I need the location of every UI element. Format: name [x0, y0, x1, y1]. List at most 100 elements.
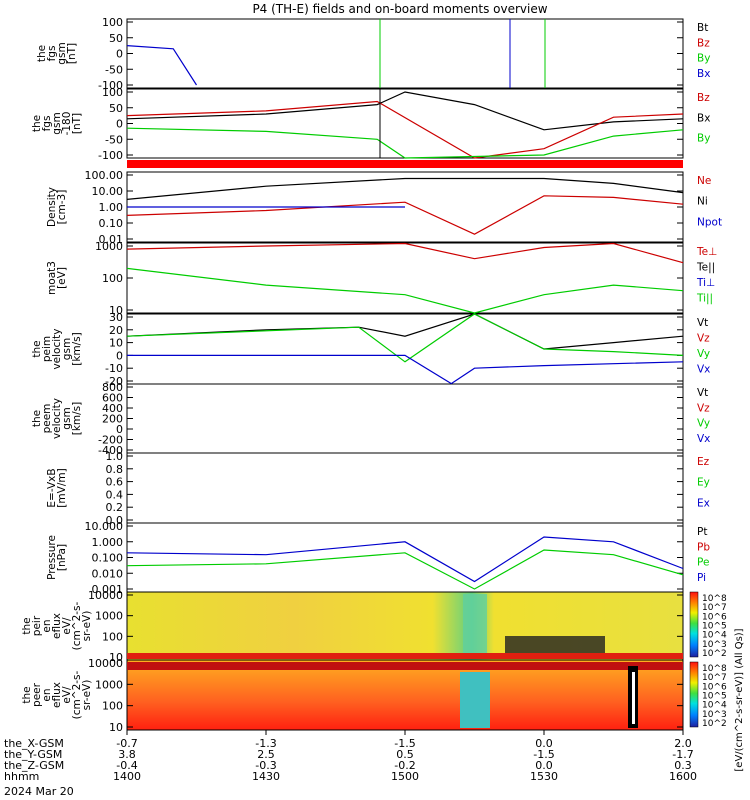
- legend-entry: Vx: [697, 433, 710, 445]
- y-tick-label: 20: [109, 324, 123, 337]
- x-row-value: 0.0: [535, 759, 553, 772]
- legend-entry: Bt: [697, 22, 708, 34]
- y-tick-label: 0.001: [92, 583, 124, 596]
- colorbar-tick: 10^2: [702, 719, 727, 729]
- y-tick-label: 1000: [95, 610, 123, 623]
- colorbar-tick: 10^5: [702, 622, 727, 632]
- legend-entry: Npot: [697, 216, 722, 228]
- y-axis-label: thefgsgsm[nT]: [36, 42, 78, 64]
- legend-entry: Bz: [697, 92, 710, 104]
- legend-entry: Bx: [697, 112, 710, 124]
- colorbar-tick: 10^3: [702, 710, 727, 720]
- x-row-label: the_Z-GSM: [4, 759, 64, 772]
- legend-entry: Vx: [697, 364, 710, 376]
- y-tick-label: 0: [116, 349, 123, 362]
- separator-band: [127, 160, 683, 168]
- y-tick-label: 0.10: [99, 217, 124, 230]
- y-axis-label: Pressure[nPa]: [46, 535, 68, 580]
- panel-efield: 1.00.80.60.40.20.0 E=-VxB[mV/m] Ez Ey Ex: [46, 450, 710, 527]
- series-line-pressure: [126, 536, 684, 583]
- x-row-value: -0.4: [116, 759, 137, 772]
- legend-entry: Vy: [697, 348, 710, 360]
- y-axis-label: thepeerenefluxeV/(cm^2-s-sr-eV): [21, 670, 93, 719]
- y-axis-label: thepeirenefluxeV/(cm^2-s-sr-eV): [21, 601, 93, 650]
- x-row-value: -1.7: [672, 748, 693, 761]
- y-axis-label: E=-VxB[mV/m]: [46, 468, 68, 507]
- y-tick-label: 100: [102, 700, 123, 713]
- x-row-value: 1430: [252, 770, 280, 783]
- y-tick-label: -10: [105, 362, 123, 375]
- y-axis-label: thepeimvelocitygsm[km/s]: [31, 328, 83, 369]
- series-line-fgs-lo: [126, 127, 684, 159]
- ion-bottom-band: [127, 653, 683, 659]
- series-line-velocity-e: [126, 313, 684, 350]
- y-tick-label: -200: [98, 434, 123, 447]
- electron-spectrogram: [127, 660, 683, 730]
- colorbar-tick: 10^6: [702, 612, 727, 622]
- colorbar-tick: 10^4: [702, 701, 727, 711]
- spectrogram-extras: 10^810^710^610^510^410^310^210^810^710^6…: [127, 19, 745, 772]
- x-row-value: -1.5: [533, 748, 554, 761]
- series-line-fgs: [126, 45, 198, 86]
- legend-entry: Ne: [697, 175, 711, 187]
- series-line-temperature: [126, 267, 684, 314]
- series-line-velocity-e: [127, 354, 684, 385]
- colorbar: [689, 661, 699, 728]
- series-line-temperature: [126, 242, 684, 264]
- x-row-value: -0.7: [116, 737, 137, 750]
- legend-entry: Pi: [697, 572, 706, 584]
- legend-entry: Vz: [697, 402, 710, 414]
- panel-elec-spec: 10000 1000 100 10 thepeerenefluxeV/(cm^2-s-s…: [21, 657, 684, 734]
- y-tick-label: -400: [98, 444, 123, 457]
- panel-frame: [126, 18, 684, 89]
- y-axis-label: thepeemvelocitygsm[km/s]: [31, 398, 83, 439]
- legend-entry: Vt: [697, 317, 708, 329]
- elec-dropout-band: [460, 672, 490, 728]
- series: [126, 45, 684, 590]
- y-tick-label: 1000: [95, 678, 123, 691]
- x-row-value: 0.3: [674, 759, 692, 772]
- y-tick-label: 1.0: [106, 450, 124, 463]
- x-row-label: the_X-GSM: [4, 737, 64, 750]
- y-tick-label: 200: [102, 413, 123, 426]
- y-tick-label: 10: [109, 304, 123, 317]
- y-tick-label: -50: [105, 63, 123, 76]
- legend-entry: Ez: [697, 456, 710, 468]
- colorbar-tick: 10^8: [702, 594, 727, 604]
- y-tick-label: 400: [102, 402, 123, 415]
- x-row-value: 3.8: [118, 748, 136, 761]
- panels: 100500-50-100thefgsgsm[nT]BtBzByBx100500…: [21, 16, 722, 734]
- y-tick-label: 10: [109, 651, 123, 664]
- y-tick-label: 600: [102, 392, 123, 405]
- series-line-fgs-lo: [126, 91, 684, 131]
- date-label: 2024 Mar 20: [4, 785, 74, 798]
- x-row-value: 1600: [669, 770, 697, 783]
- ion-low-energy-noise: [505, 636, 605, 656]
- legend-entry: Vz: [697, 333, 710, 345]
- y-axis-label: thefgsgsm-180[nT]: [31, 112, 83, 136]
- y-tick-label: 800: [102, 381, 123, 394]
- y-tick-label: 30: [109, 311, 123, 324]
- x-row-value: -0.2: [394, 759, 415, 772]
- y-tick-label: -20: [105, 375, 123, 388]
- y-tick-label: 0.8: [106, 463, 124, 476]
- elec-top-band: [127, 662, 683, 670]
- legend-entry: Pe: [697, 557, 709, 569]
- x-row-value: 2.5: [257, 748, 275, 761]
- y-tick-label: 100: [102, 86, 123, 99]
- colorbar-tick: 10^5: [702, 692, 727, 702]
- colorbar-tick: 10^6: [702, 682, 727, 692]
- y-tick-label: 0.100: [92, 552, 124, 565]
- x-row-value: 0.5: [396, 748, 414, 761]
- colorbar-tick: 10^4: [702, 631, 727, 641]
- y-tick-label: 1.000: [92, 536, 124, 549]
- y-tick-label: 1000: [95, 240, 123, 253]
- y-tick-label: 0.2: [106, 501, 124, 514]
- y-tick-label: 100: [102, 16, 123, 29]
- x-row-label: the_Y-GSM: [4, 748, 62, 761]
- series-line-velocity-e: [126, 313, 684, 363]
- legend-entry: By: [697, 53, 710, 65]
- legend-entry: Pt: [697, 526, 707, 538]
- x-row-value: 1530: [530, 770, 558, 783]
